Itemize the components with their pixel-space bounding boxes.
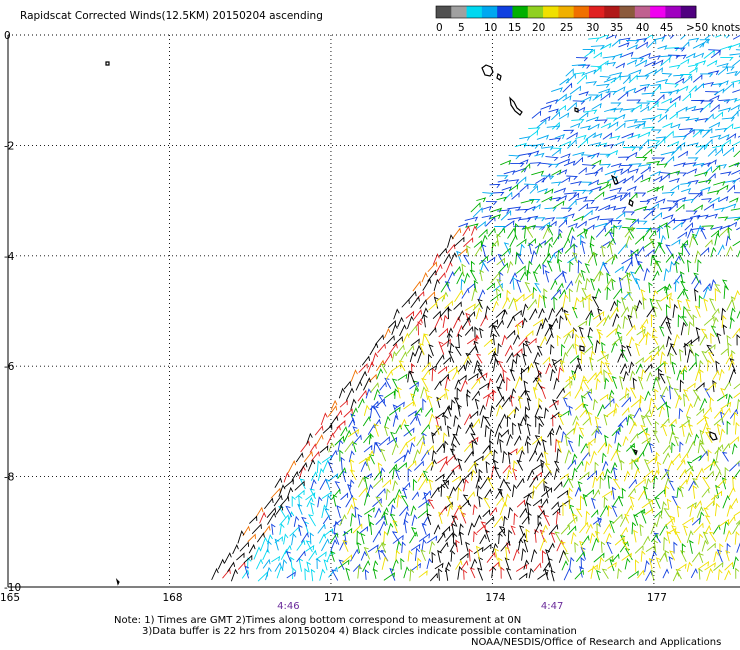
legend-label: 30: [586, 22, 599, 34]
wind-speed-legend: 0 5 10 15 20 25 30 35 40 45 >50 knots: [435, 5, 740, 34]
wind-barb-group: [342, 287, 740, 581]
legend-swatch: [588, 6, 605, 18]
legend-swatch: [543, 6, 559, 18]
lon-label: 165: [0, 592, 20, 604]
lat-lon-grid: [7, 34, 740, 588]
wind-barb-group: [330, 148, 740, 581]
wind-barb-group: [242, 227, 468, 542]
wind-barb-group: [262, 35, 740, 581]
island-outline: [105, 61, 110, 66]
lat-label: -8: [4, 472, 14, 484]
legend-swatch: [527, 6, 544, 18]
island-outline: [115, 578, 120, 586]
legend-label: 45: [660, 22, 673, 34]
island-outline: [709, 431, 718, 441]
note-line-2: 3)Data buffer is 22 hrs from 20150204 4)…: [142, 626, 577, 637]
wind-barb-group: [244, 35, 740, 581]
islands: [105, 61, 718, 586]
island-outline: [628, 199, 634, 207]
legend-frame: [435, 5, 697, 19]
legend-swatch: [665, 6, 682, 18]
legend-label: 25: [560, 22, 573, 34]
map-title: Rapidscat Corrected Winds(12.5KM) 201502…: [20, 10, 323, 22]
legend-swatch: [634, 6, 651, 18]
legend-swatch: [573, 6, 590, 18]
wind-barbs: [211, 35, 740, 582]
legend-label: 35: [610, 22, 623, 34]
legend-swatch: [558, 6, 575, 18]
wind-barb-group: [211, 234, 740, 582]
legend-swatch: [650, 6, 666, 18]
legend-label: 10: [484, 22, 497, 34]
legend-label: 5: [458, 22, 465, 34]
wind-barb-group: [241, 35, 740, 582]
lat-label: -10: [4, 582, 21, 594]
island-outline: [574, 107, 579, 113]
legend-swatch: [436, 6, 452, 18]
time-label: 4:46: [277, 601, 299, 612]
island-outline: [610, 174, 619, 185]
legend-label: 40: [636, 22, 649, 34]
legend-swatch: [481, 6, 498, 18]
legend-swatch: [512, 6, 529, 18]
legend-label: 15: [508, 22, 521, 34]
lon-label: 171: [324, 592, 344, 604]
lon-label: 168: [162, 592, 182, 604]
credit-line: NOAA/NESDIS/Office of Research and Appli…: [471, 637, 722, 648]
island-outline: [632, 448, 638, 456]
island-outline: [509, 96, 523, 116]
wind-barb-group: [328, 226, 740, 582]
legend-label: 20: [532, 22, 545, 34]
note-line-1: Note: 1) Times are GMT 2)Times along bot…: [114, 615, 522, 626]
island-outline: [496, 73, 502, 81]
legend-swatch: [451, 6, 467, 18]
lat-label: -2: [4, 140, 14, 152]
lat-label: 0: [4, 30, 11, 42]
legend-swatch: [680, 6, 697, 18]
island-outline: [579, 345, 585, 352]
lat-label: -4: [4, 251, 15, 263]
lon-label: 177: [647, 592, 667, 604]
time-label: 4:47: [541, 601, 563, 612]
island-outline: [481, 64, 494, 77]
legend-swatch: [619, 6, 636, 18]
time-labels: 4:46 4:47: [277, 601, 563, 612]
legend-swatch: [604, 6, 620, 18]
lat-label: -6: [4, 361, 15, 373]
legend-label: >50 knots: [686, 22, 740, 34]
legend-swatch: [497, 6, 513, 18]
lon-label: 174: [485, 592, 505, 604]
legend-label: 0: [436, 22, 443, 34]
legend-swatch: [466, 6, 483, 18]
